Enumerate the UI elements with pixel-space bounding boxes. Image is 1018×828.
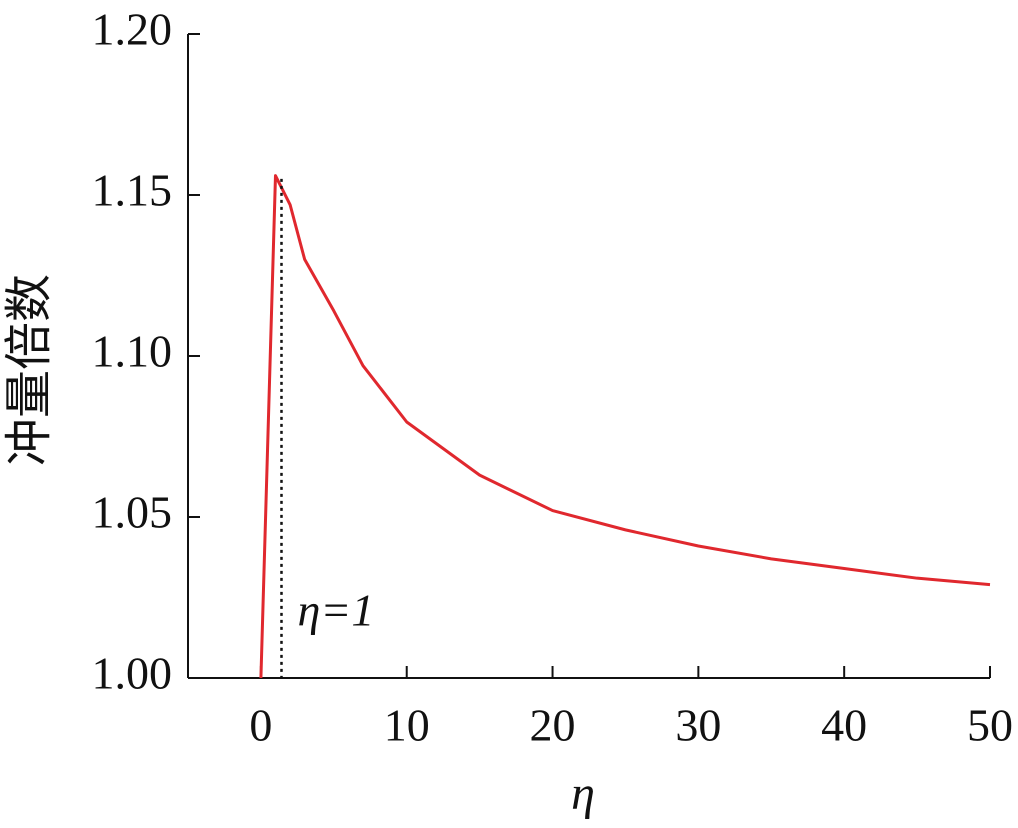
y-tick-label: 1.15 <box>92 165 173 216</box>
y-tick-label: 1.20 <box>92 4 173 55</box>
x-axis-label: η <box>571 767 595 820</box>
y-axis-label: 冲量倍数 <box>3 274 56 466</box>
y-tick-label: 1.10 <box>92 326 173 377</box>
annotation-label: η=1 <box>297 585 374 636</box>
x-tick-label: 20 <box>530 700 576 751</box>
y-tick-label: 1.05 <box>92 487 173 538</box>
x-tick-label: 50 <box>967 700 1013 751</box>
y-tick-label: 1.00 <box>92 648 173 699</box>
x-tick-label: 40 <box>821 700 867 751</box>
x-tick-label: 10 <box>384 700 430 751</box>
x-tick-label: 30 <box>675 700 721 751</box>
line <box>259 174 991 679</box>
x-tick-label: 0 <box>249 700 272 751</box>
